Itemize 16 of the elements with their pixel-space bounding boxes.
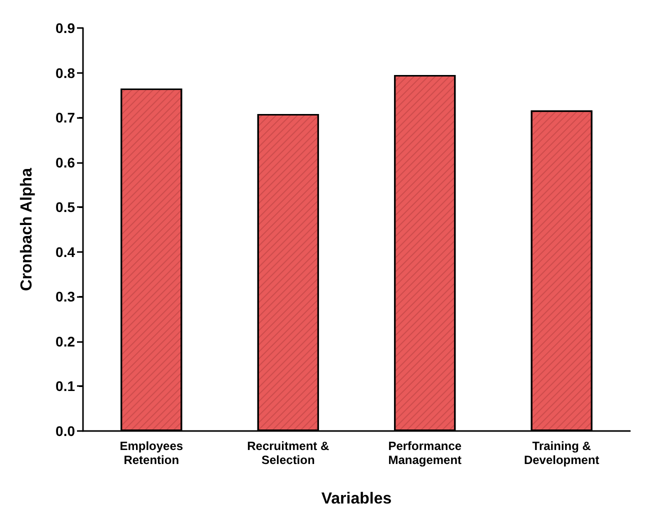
y-tick-label: 0.0 bbox=[56, 423, 76, 439]
y-tick-label: 0.1 bbox=[56, 378, 76, 394]
y-tick-label: 0.3 bbox=[56, 288, 76, 305]
y-tick-label: 0.7 bbox=[56, 110, 76, 126]
y-tick-label: 0.2 bbox=[56, 333, 76, 350]
x-tick-label: Recruitment & Selection bbox=[247, 439, 330, 467]
y-tick-label: 0.4 bbox=[56, 244, 76, 260]
y-tick-label: 0.8 bbox=[56, 64, 76, 81]
x-tick-label: Training & Development bbox=[524, 439, 600, 467]
x-axis-title: Variables bbox=[321, 490, 392, 508]
y-axis-title: Cronbach Alpha bbox=[18, 168, 36, 291]
x-tick-label: Employees Retention bbox=[120, 439, 184, 467]
y-tick-label: 0.9 bbox=[56, 20, 76, 36]
x-tick-label: Performance Management bbox=[388, 439, 462, 467]
y-tick-label: 0.6 bbox=[56, 154, 76, 170]
y-tick-label: 0.5 bbox=[56, 199, 76, 216]
